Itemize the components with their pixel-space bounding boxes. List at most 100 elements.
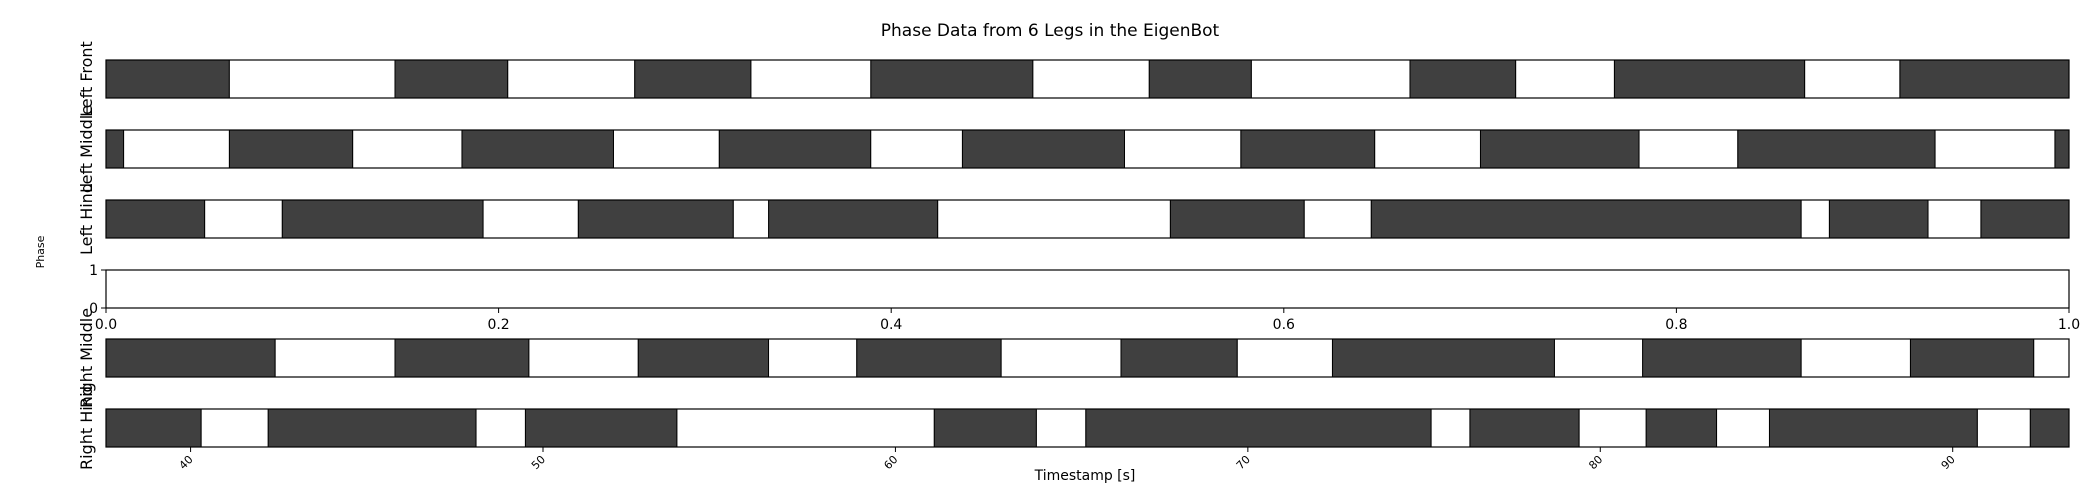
chart-title: Phase Data from 6 Legs in the EigenBot (881, 21, 1220, 41)
swing-segment (732, 199, 770, 239)
leg-row: Left Hind (77, 183, 2070, 255)
swing-segment (1250, 59, 1411, 99)
swing-segment (612, 129, 720, 169)
swing-segment (204, 199, 283, 239)
x-tick-label: 0.6 (1273, 317, 1295, 333)
time-tick-label: 70 (1234, 453, 1253, 472)
swing-segment (937, 199, 1171, 239)
stance-segment (105, 129, 125, 169)
row-label: Right Middle (77, 308, 96, 408)
x-tick-label: 0.4 (880, 317, 902, 333)
stance-segment (577, 199, 734, 239)
y-tick-label: 0 (89, 301, 98, 317)
stance-segment (105, 338, 276, 378)
stance-segment (1331, 338, 1555, 378)
stance-segment (1768, 408, 1978, 448)
swing-segment (528, 338, 639, 378)
swing-segment (1124, 129, 1242, 169)
stance-segment (281, 199, 484, 239)
stance-segment (961, 129, 1126, 169)
stance-segment (634, 59, 752, 99)
swing-segment (200, 408, 269, 448)
stance-segment (267, 408, 477, 448)
stance-segment (1613, 59, 1806, 99)
swing-segment (482, 199, 579, 239)
leg-row: Left Middle (77, 105, 2070, 193)
swing-segment (352, 129, 463, 169)
stance-segment (933, 408, 1037, 448)
stance-segment (856, 338, 1002, 378)
swing-segment (1578, 408, 1647, 448)
y-axis-label: Phase (34, 235, 47, 268)
row-frame (105, 338, 2070, 378)
x-tick-label: 0.0 (95, 317, 117, 333)
swing-segment (1553, 338, 1644, 378)
swing-segment (1927, 199, 1982, 239)
stance-segment (105, 199, 206, 239)
stance-segment (637, 338, 770, 378)
time-tick-label: 80 (1586, 453, 1605, 472)
stance-segment (228, 129, 354, 169)
leg-row: Left Front (77, 41, 2070, 117)
stance-segment (1409, 59, 1517, 99)
stance-segment (870, 59, 1034, 99)
stance-segment (1828, 199, 1929, 239)
stance-segment (2054, 129, 2070, 169)
stance-segment (2029, 408, 2070, 448)
leg-row: Right Hind (77, 386, 2070, 470)
stance-segment (1479, 129, 1640, 169)
row-label: Left Hind (77, 183, 96, 255)
stance-segment (768, 199, 939, 239)
stance-segment (394, 338, 530, 378)
swing-segment (1800, 338, 1911, 378)
row-label: Left Front (77, 41, 96, 117)
swing-segment (1236, 338, 1333, 378)
swing-segment (1804, 59, 1901, 99)
swing-segment (1303, 199, 1372, 239)
stance-segment (1169, 199, 1305, 239)
x-tick-label: 0.2 (487, 317, 509, 333)
empty-row: 0 1 0.0 0.2 0.4 0.6 0.8 1.0 (89, 263, 2080, 333)
stance-segment (1085, 408, 1432, 448)
stance-segment (1469, 408, 1580, 448)
swing-segment (1934, 129, 2056, 169)
swing-segment (1374, 129, 1481, 169)
swing-segment (870, 129, 963, 169)
stance-segment (1120, 338, 1238, 378)
row-label: Left Middle (77, 105, 96, 193)
stance-segment (718, 129, 872, 169)
row-frame (105, 408, 2070, 448)
stance-segment (461, 129, 614, 169)
stance-segment (1980, 199, 2070, 239)
row-frame (105, 129, 2070, 169)
swing-segment (1716, 408, 1770, 448)
time-tick-label: 90 (1939, 453, 1958, 472)
time-tick-label: 50 (529, 453, 548, 472)
row-frame (105, 59, 2070, 99)
x-tick-label: 1.0 (2058, 317, 2080, 333)
stance-segment (1240, 129, 1376, 169)
row-frame (105, 269, 2070, 309)
stance-segment (1148, 59, 1252, 99)
row-label: Right Hind (77, 386, 96, 470)
leg-row: Right Middle (77, 308, 2070, 408)
swing-segment (1035, 408, 1087, 448)
swing-segment (1976, 408, 2031, 448)
stance-segment (1645, 408, 1718, 448)
swing-segment (676, 408, 935, 448)
x-tick-label: 0.8 (1665, 317, 1687, 333)
swing-segment (507, 59, 636, 99)
stance-segment (105, 408, 202, 448)
stance-segment (524, 408, 678, 448)
stance-segment (394, 59, 509, 99)
swing-segment (228, 59, 396, 99)
swing-segment (1800, 199, 1830, 239)
swing-segment (1515, 59, 1615, 99)
swing-segment (475, 408, 526, 448)
swing-segment (274, 338, 396, 378)
swing-segment (1638, 129, 1739, 169)
swing-segment (768, 338, 858, 378)
swing-segment (2033, 338, 2070, 378)
time-tick-label: 60 (881, 453, 900, 472)
